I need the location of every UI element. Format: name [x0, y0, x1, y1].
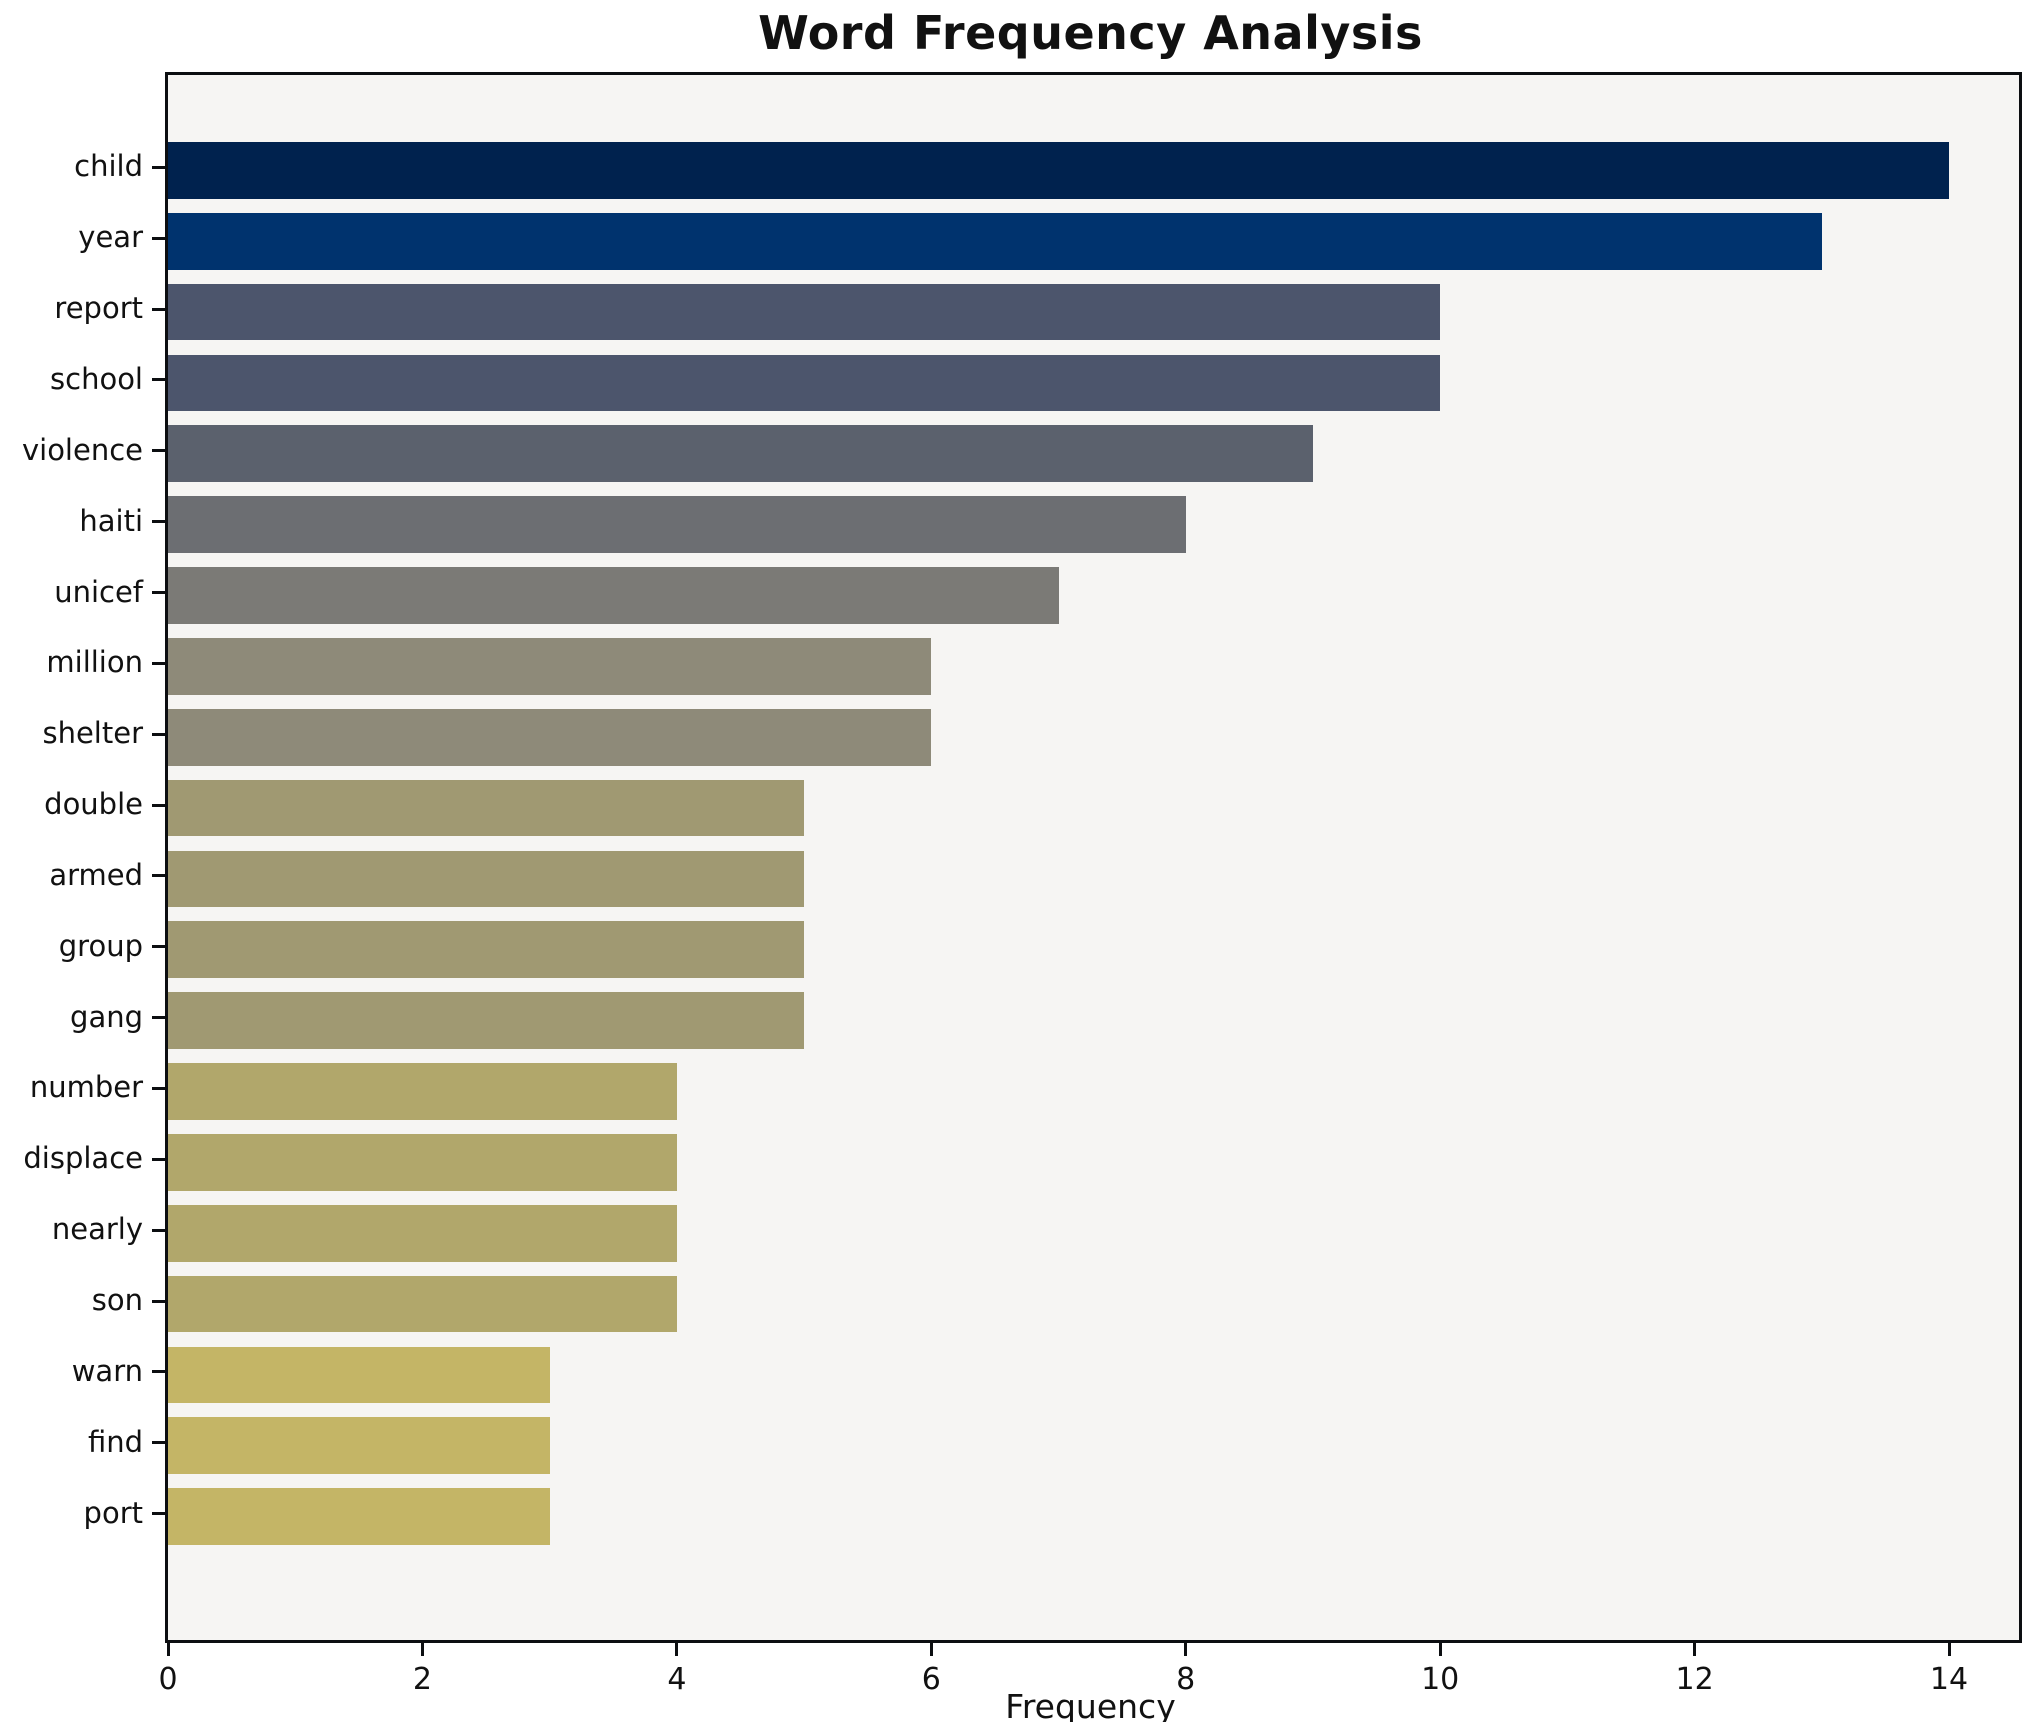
y-tick-mark [152, 591, 165, 595]
y-tick-label-child: child [74, 149, 143, 184]
y-tick-label-son: son [91, 1283, 143, 1318]
y-tick-label-displace: displace [23, 1141, 143, 1176]
y-tick-mark [152, 1157, 165, 1161]
y-tick-mark [152, 1016, 165, 1020]
y-tick-mark [152, 874, 165, 878]
y-tick-label-group: group [58, 928, 143, 963]
x-tick-label-0: 0 [158, 1662, 178, 1697]
y-tick-label-double: double [44, 787, 143, 822]
y-tick-mark [152, 1370, 165, 1374]
x-tick-mark [1184, 1643, 1188, 1656]
x-tick-label-2: 2 [412, 1662, 432, 1697]
bar-double [168, 779, 805, 837]
x-tick-mark [929, 1643, 933, 1656]
y-tick-mark [152, 661, 165, 665]
x-tick-label-12: 12 [1675, 1662, 1714, 1697]
y-tick-mark [152, 165, 165, 169]
plot-area [165, 72, 2022, 1643]
bar-child [168, 142, 1950, 199]
y-tick-label-million: million [46, 645, 143, 680]
y-tick-mark [152, 803, 165, 807]
x-tick-mark [1947, 1643, 1951, 1656]
y-tick-mark [152, 307, 165, 311]
y-tick-label-number: number [29, 1070, 143, 1105]
y-tick-mark [152, 378, 165, 382]
x-tick-label-8: 8 [1176, 1662, 1196, 1697]
y-tick-label-port: port [83, 1495, 143, 1530]
y-tick-label-report: report [54, 291, 143, 326]
y-tick-label-warn: warn [71, 1353, 143, 1388]
y-tick-mark [152, 945, 165, 949]
bar-warn [168, 1346, 550, 1404]
x-tick-mark [166, 1643, 170, 1656]
bar-find [168, 1417, 550, 1475]
bar-school [168, 354, 1441, 412]
bar-unicef [168, 567, 1059, 624]
x-tick-mark [420, 1643, 424, 1656]
bar-violence [168, 425, 1313, 483]
y-tick-mark [152, 520, 165, 524]
y-tick-mark [152, 1228, 165, 1232]
x-tick-mark [1693, 1643, 1697, 1656]
y-tick-label-school: school [50, 361, 143, 396]
y-tick-label-armed: armed [49, 857, 143, 892]
bar-million [168, 638, 932, 695]
y-tick-label-find: find [87, 1424, 143, 1459]
y-tick-mark [152, 1512, 165, 1516]
y-tick-label-year: year [78, 220, 143, 255]
bar-gang [168, 992, 805, 1049]
bar-group [168, 921, 805, 979]
y-tick-mark [152, 1086, 165, 1090]
bar-shelter [168, 708, 932, 766]
bar-report [168, 283, 1441, 341]
y-tick-mark [152, 1441, 165, 1445]
bar-son [168, 1275, 677, 1333]
bar-displace [168, 1133, 677, 1191]
y-tick-label-gang: gang [70, 999, 143, 1034]
x-tick-label-6: 6 [921, 1662, 941, 1697]
chart-title: Word Frequency Analysis [758, 6, 1423, 60]
bar-number [168, 1063, 677, 1120]
x-tick-mark [1438, 1643, 1442, 1656]
bar-port [168, 1488, 550, 1545]
x-tick-label-14: 14 [1929, 1662, 1969, 1697]
y-tick-mark [152, 236, 165, 240]
x-tick-mark [675, 1643, 679, 1656]
y-tick-label-unicef: unicef [54, 574, 143, 609]
bar-year [168, 212, 1822, 270]
y-tick-mark [152, 449, 165, 453]
y-tick-label-violence: violence [21, 432, 143, 467]
x-tick-label-4: 4 [667, 1662, 687, 1697]
bar-haiti [168, 496, 1186, 553]
y-tick-label-haiti: haiti [79, 503, 143, 538]
y-tick-label-shelter: shelter [42, 716, 143, 751]
x-tick-label-10: 10 [1421, 1662, 1460, 1697]
bar-armed [168, 850, 805, 908]
bar-nearly [168, 1204, 677, 1262]
x-axis-label: Frequency [1005, 1687, 1176, 1722]
y-tick-mark [152, 1299, 165, 1303]
y-tick-mark [152, 732, 165, 736]
y-tick-label-nearly: nearly [51, 1212, 143, 1247]
